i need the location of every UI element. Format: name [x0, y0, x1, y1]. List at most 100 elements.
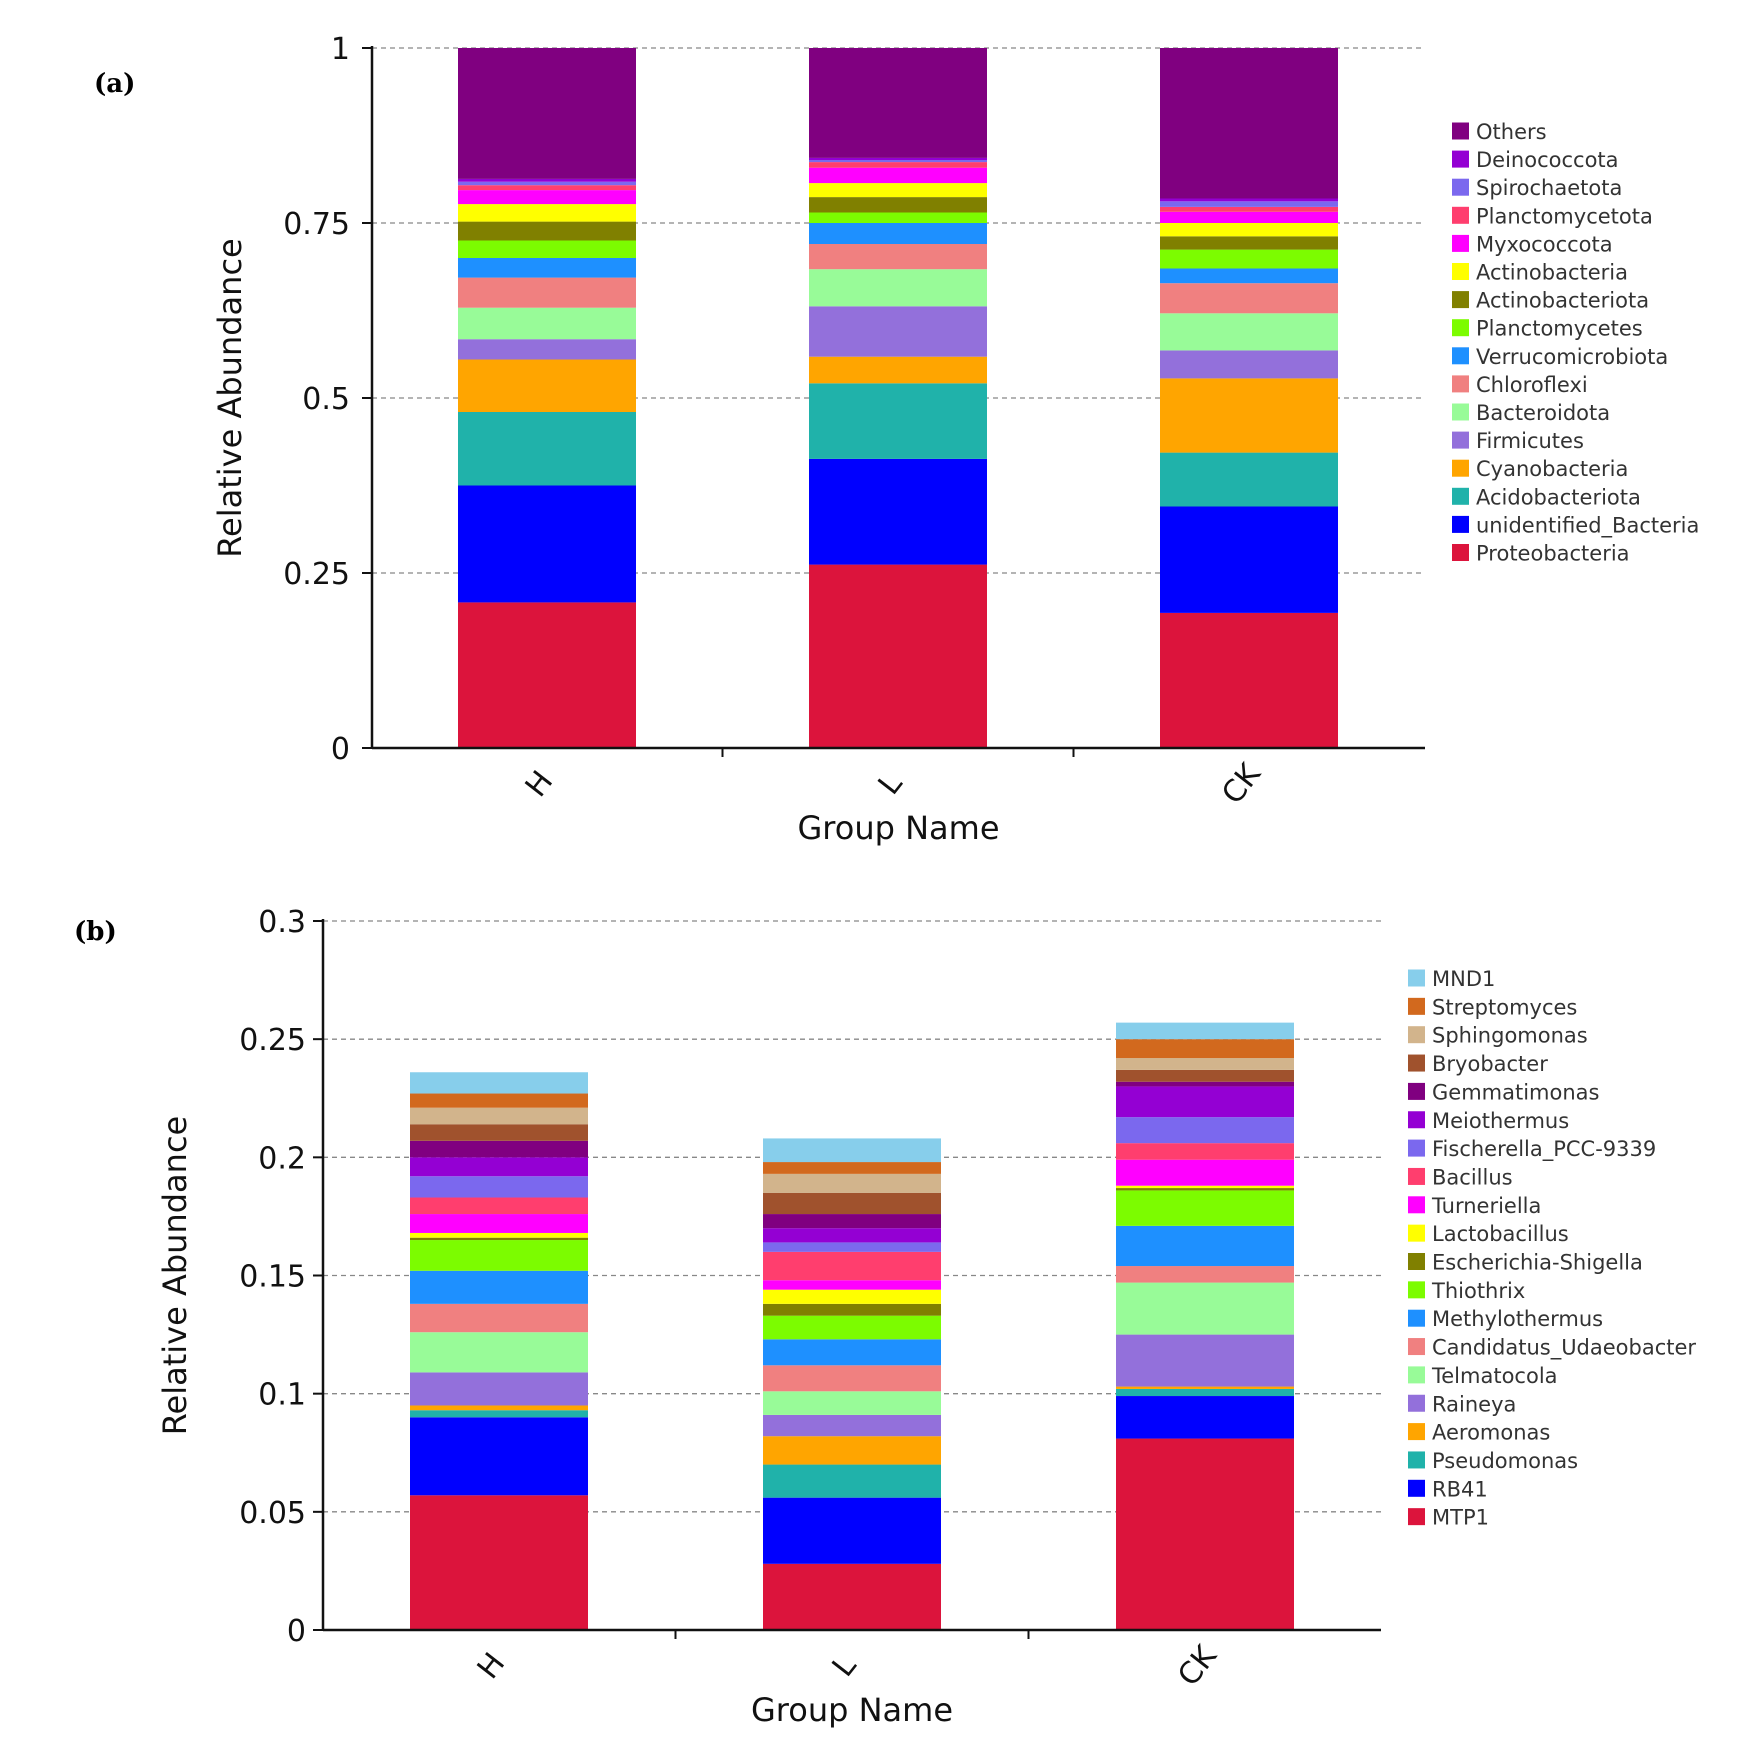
bar-segment-ck-meiothermus — [1116, 1086, 1294, 1118]
bar-segment-l-thiothrix — [763, 1315, 941, 1340]
bar-segment-h-bacillus — [410, 1197, 588, 1215]
bar-segment-ck-bacteroidota — [1160, 313, 1338, 351]
bar-segment-ck-lactobacillus — [1116, 1185, 1294, 1189]
bar-segment-l-bryobacter — [763, 1192, 941, 1215]
legend-swatch-firmicutes — [1452, 431, 1469, 449]
legend-swatch-proteobacteria — [1452, 544, 1469, 561]
bar-segment-l-proteobacteria — [809, 564, 987, 748]
bar-segment-h-lactobacillus — [410, 1232, 588, 1238]
legend-swatch-fischerella-pcc-9339 — [1408, 1139, 1425, 1157]
bar-segment-h-actinobacteriota — [458, 221, 636, 241]
legend-swatch-streptomyces — [1408, 997, 1425, 1015]
legend-label-mtp1: MTP1 — [1432, 1506, 1489, 1530]
legend-label-deinococcota: Deinococcota — [1476, 148, 1619, 172]
legend-label-actinobacteria: Actinobacteria — [1476, 261, 1628, 285]
y-tick-label: 0.3 — [258, 905, 306, 940]
bar-segment-ck-raineya — [1116, 1334, 1294, 1387]
bar-segment-ck-chloroflexi — [1160, 283, 1338, 314]
y-axis-title: Relative Abundance — [156, 1116, 194, 1435]
bar-segment-ck-myxococcota — [1160, 211, 1338, 223]
legend-swatch-turneriella — [1408, 1196, 1425, 1214]
bar-segment-h-escherichia-shigella — [410, 1237, 588, 1241]
bar-segment-l-cyanobacteria — [809, 356, 987, 384]
legend-swatch-sphingomonas — [1408, 1026, 1425, 1044]
legend-label-methylothermus: Methylothermus — [1432, 1307, 1603, 1331]
bar-segment-ck-planctomycetota — [1160, 206, 1338, 212]
legend-label-meiothermus: Meiothermus — [1432, 1109, 1569, 1133]
bar-segment-ck-actinobacteriota — [1160, 236, 1338, 250]
bar-segment-h-actinobacteria — [458, 204, 636, 222]
legend-swatch-spirochaetota — [1452, 178, 1469, 196]
legend-label-firmicutes: Firmicutes — [1476, 429, 1584, 453]
bar-segment-l-turneriella — [763, 1280, 941, 1290]
legend-swatch-unidentified-bacteria — [1452, 515, 1469, 533]
bar-segment-ck-pseudomonas — [1116, 1388, 1294, 1397]
bar-segment-ck-mnd1 — [1116, 1022, 1294, 1040]
bar-segment-h-deinococcota — [458, 178, 636, 182]
panel-label: (a) — [94, 69, 135, 99]
bar-segment-l-sphingomonas — [763, 1173, 941, 1193]
bar-segment-l-myxococcota — [809, 167, 987, 184]
legend-label-proteobacteria: Proteobacteria — [1476, 542, 1630, 566]
bar-segment-l-bacillus — [763, 1251, 941, 1281]
bar-segment-l-deinococcota — [809, 157, 987, 160]
bar-segment-h-sphingomonas — [410, 1107, 588, 1125]
bar-segment-ck-candidatus-udaeobacter — [1116, 1266, 1294, 1283]
bar-segment-ck-bacillus — [1116, 1143, 1294, 1160]
bar-segment-l-lactobacillus — [763, 1289, 941, 1304]
legend-swatch-verrucomicrobiota — [1452, 347, 1469, 365]
bar-segment-h-bacteroidota — [458, 307, 636, 340]
bar-segment-h-proteobacteria — [458, 602, 636, 748]
bar-segment-h-verrucomicrobiota — [458, 258, 636, 278]
bar-segment-ck-proteobacteria — [1160, 612, 1338, 748]
bar-segment-h-candidatus-udaeobacter — [410, 1303, 588, 1333]
legend-label-fischerella-pcc-9339: Fischerella_PCC-9339 — [1432, 1137, 1656, 1162]
bar-segment-l-firmicutes — [809, 306, 987, 357]
legend-label-bryobacter: Bryobacter — [1432, 1052, 1548, 1076]
bar-segment-ck-aeromonas — [1116, 1386, 1294, 1389]
legend-swatch-meiothermus — [1408, 1111, 1425, 1129]
legend-label-raineya: Raineya — [1432, 1392, 1516, 1416]
legend-swatch-lactobacillus — [1408, 1224, 1425, 1242]
legend-label-mnd1: MND1 — [1432, 967, 1495, 991]
legend-label-lactobacillus: Lactobacillus — [1432, 1222, 1569, 1246]
legend-label-streptomyces: Streptomyces — [1432, 995, 1577, 1019]
bar-segment-l-meiothermus — [763, 1228, 941, 1243]
legend-swatch-chloroflexi — [1452, 375, 1469, 393]
legend-label-sphingomonas: Sphingomonas — [1432, 1024, 1588, 1048]
legend-swatch-mtp1 — [1408, 1508, 1425, 1526]
legend-swatch-bacteroidota — [1452, 403, 1469, 421]
y-tick-label: 0.05 — [239, 1496, 306, 1531]
bar-segment-h-turneriella — [410, 1214, 588, 1233]
bar-segment-l-gemmatimonas — [763, 1214, 941, 1229]
bar-segment-l-planctomycetes — [809, 212, 987, 223]
bar-segment-l-unidentified-bacteria — [809, 458, 987, 565]
bar-segment-l-spirochaetota — [809, 160, 987, 163]
bar-segment-ck-planctomycetes — [1160, 249, 1338, 269]
legend-label-escherichia-shigella: Escherichia-Shigella — [1432, 1251, 1643, 1275]
legend-label-telmatocola: Telmatocola — [1431, 1364, 1558, 1388]
bar-segment-h-raineya — [410, 1372, 588, 1406]
y-tick-label: 0.5 — [302, 382, 350, 417]
bar-segment-ck-actinobacteria — [1160, 223, 1338, 237]
bar-segment-h-telmatocola — [410, 1332, 588, 1373]
bar-segment-ck-thiothrix — [1116, 1190, 1294, 1226]
legend-swatch-pseudomonas — [1408, 1451, 1425, 1469]
bar-segment-h-others — [458, 48, 636, 179]
bar-segment-ck-escherichia-shigella — [1116, 1188, 1294, 1191]
bar-segment-l-fischerella-pcc-9339 — [763, 1242, 941, 1252]
legend-label-aeromonas: Aeromonas — [1432, 1421, 1550, 1445]
y-axis-title: Relative Abundance — [211, 238, 249, 557]
bar-segment-h-mnd1 — [410, 1072, 588, 1094]
bar-segment-ck-turneriella — [1116, 1159, 1294, 1186]
legend-label-thiothrix: Thiothrix — [1431, 1279, 1525, 1303]
bar-segment-h-acidobacteriota — [458, 412, 636, 486]
bar-segment-l-planctomycetota — [809, 162, 987, 168]
bar-segment-h-cyanobacteria — [458, 359, 636, 412]
legend-swatch-bacillus — [1408, 1167, 1425, 1185]
bar-segment-ck-methylothermus — [1116, 1225, 1294, 1267]
legend-label-spirochaetota: Spirochaetota — [1476, 176, 1622, 200]
legend-swatch-myxococcota — [1452, 234, 1469, 252]
